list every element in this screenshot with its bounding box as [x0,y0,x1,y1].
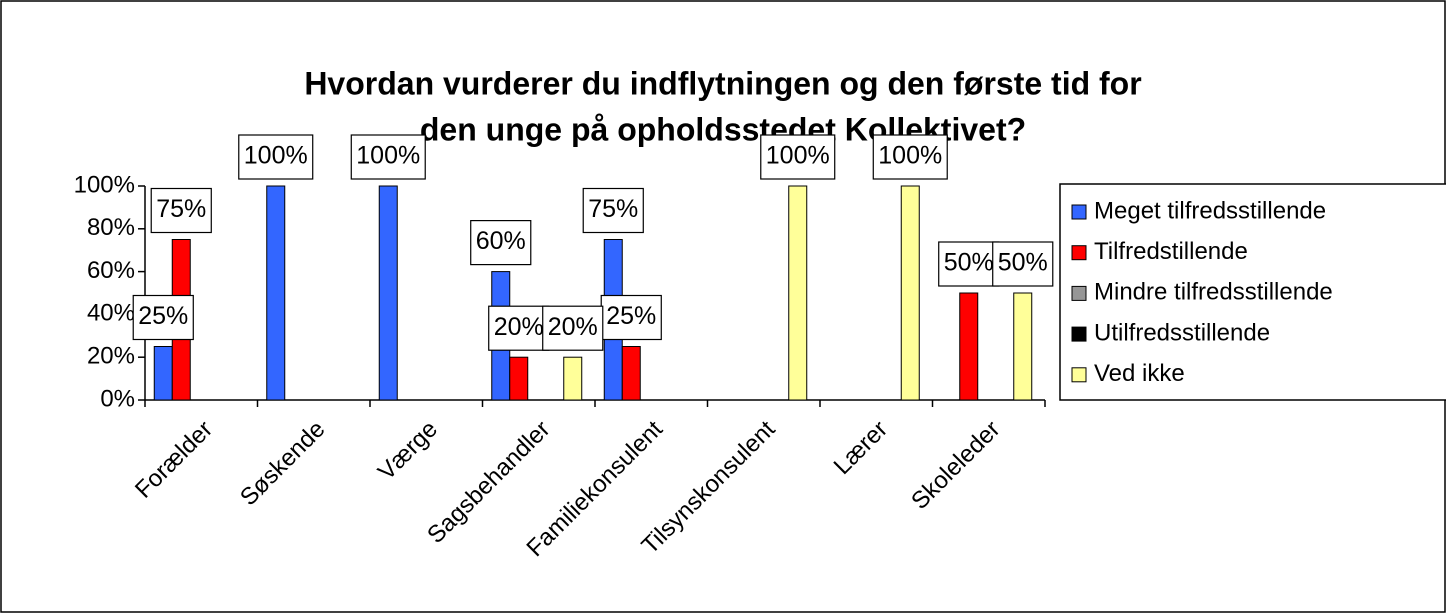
data-label-box [542,305,604,351]
data-label-text: 20% [494,313,544,341]
data-label-box [582,187,644,234]
data-label: 100% [238,134,314,180]
data-label-text: 100% [244,142,308,170]
bar [1013,292,1033,401]
legend-label: Ved ikke [1094,360,1185,387]
data-label-text: 100% [356,142,420,170]
data-label: 25% [132,294,194,341]
data-label: 20% [488,305,550,351]
data-label-text: 60% [476,227,526,255]
data-label: 75% [150,187,212,234]
data-label-text: 100% [878,142,942,170]
data-label: 25% [600,294,662,341]
y-tick-label: 40% [87,300,135,327]
y-tick-label: 20% [87,343,135,370]
legend-label: Meget tilfredsstillende [1094,197,1326,224]
legend-label: Mindre tilfredsstillende [1094,279,1333,306]
legend-box [1059,183,1446,401]
data-label: 75% [582,187,644,234]
data-label-box [992,241,1054,287]
bar [509,356,529,401]
data-label-box [150,187,212,234]
data-label: 60% [470,220,532,266]
data-label-box [760,134,836,180]
legend-swatch [1071,245,1087,261]
legend-swatch [1071,285,1087,301]
data-label-text: 75% [588,195,638,223]
bar [900,185,920,401]
bar [153,346,173,401]
bar [788,185,808,401]
data-label-box [872,134,948,180]
bar [266,185,286,401]
data-label: 100% [760,134,836,180]
data-label-box [132,294,194,341]
chart-title: Hvordan vurderer du indflytningen og den… [304,65,1141,101]
legend-label: Tilfredstillende [1094,238,1248,265]
data-label-text: 25% [138,302,188,330]
data-label-text: 75% [156,195,206,223]
bar [378,185,398,401]
bar [563,356,583,401]
data-label-box [470,220,532,266]
data-label-box [488,305,550,351]
data-label-text: 20% [548,313,598,341]
data-label-box [938,241,1000,287]
y-tick-label: 100% [74,171,135,198]
bar [621,346,641,401]
data-label-text: 25% [606,302,656,330]
data-label-text: 50% [944,249,994,277]
data-label: 20% [542,305,604,351]
legend-label: Utilfredsstillende [1094,319,1270,346]
data-label: 50% [938,241,1000,287]
data-label-text: 100% [766,142,830,170]
y-tick-label: 60% [87,257,135,284]
legend-swatch [1071,204,1087,220]
legend-swatch [1071,326,1087,342]
legend-swatch [1071,367,1087,383]
y-tick-label: 80% [87,214,135,241]
y-tick-label: 0% [100,385,135,412]
data-label-box [350,134,426,180]
data-label-text: 50% [998,249,1048,277]
bar [959,292,979,401]
data-label: 100% [872,134,948,180]
data-label: 100% [350,134,426,180]
data-label: 50% [992,241,1054,287]
data-label-box [238,134,314,180]
